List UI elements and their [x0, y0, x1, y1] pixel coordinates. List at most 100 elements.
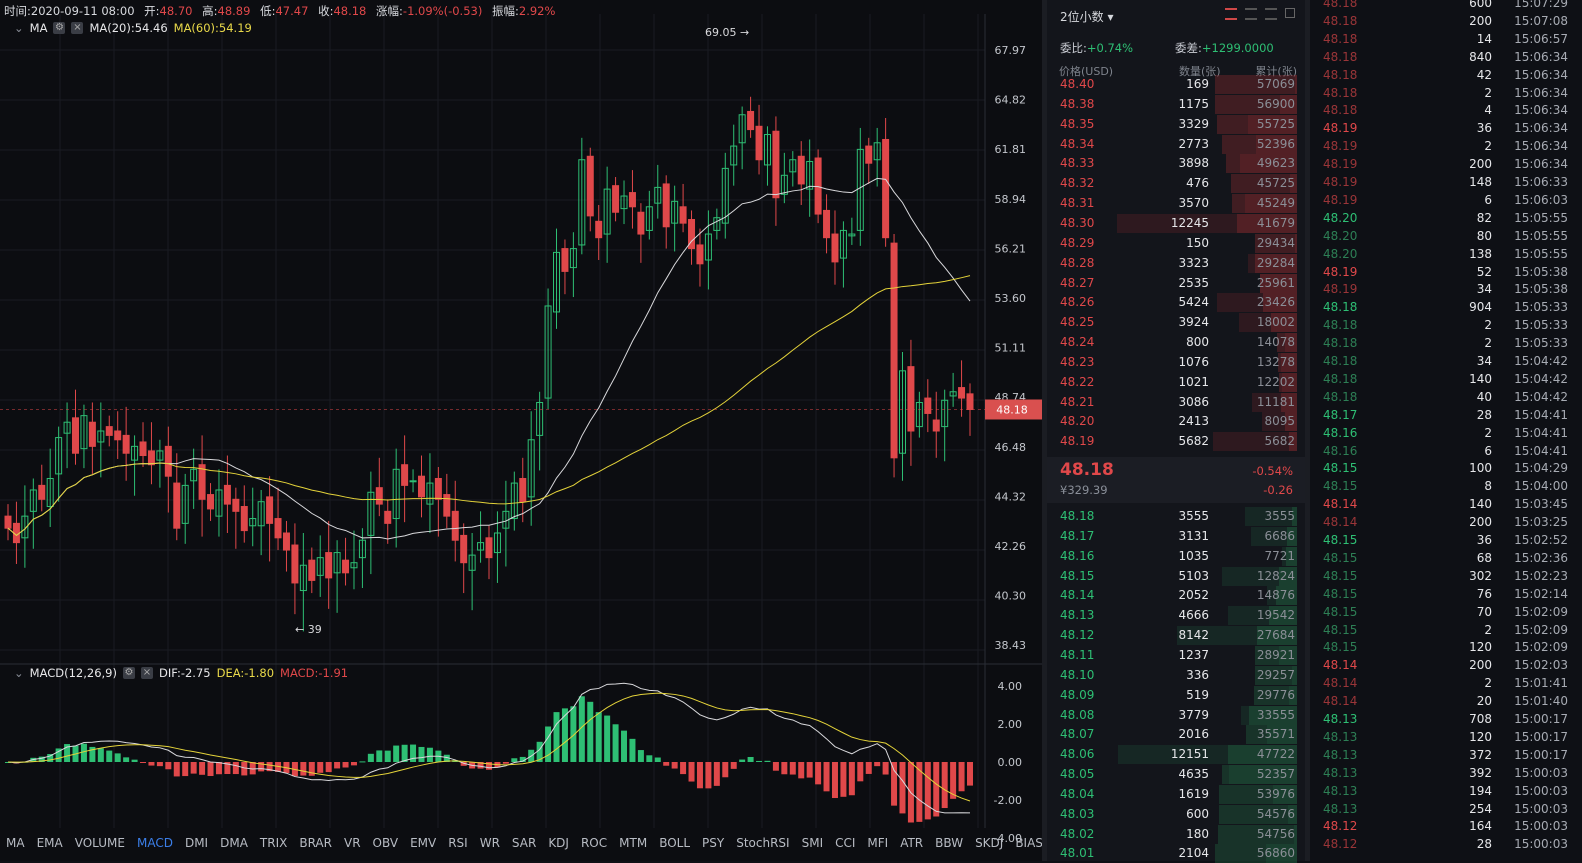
depth-bar	[1279, 372, 1297, 392]
asks-row[interactable]: 48.38 1175 56900	[1047, 94, 1305, 114]
bullish-candle	[426, 482, 434, 505]
asks-row[interactable]: 48.34 2773 52396	[1047, 134, 1305, 154]
asks-row[interactable]: 48.27 2535 25961	[1047, 273, 1305, 293]
tab-emv[interactable]: EMV	[410, 836, 437, 850]
close-icon[interactable]: ×	[71, 22, 84, 34]
bids-row[interactable]: 48.01 2104 56860	[1047, 844, 1305, 863]
tab-bias[interactable]: BIAS	[1015, 836, 1043, 850]
asks-row[interactable]: 48.33 3898 49623	[1047, 154, 1305, 174]
bids-row[interactable]: 48.14 2052 14876	[1047, 586, 1305, 606]
qty-bar	[1266, 844, 1297, 863]
bids-row[interactable]: 48.02 180 54756	[1047, 824, 1305, 844]
chart-pane[interactable]: 67.97 64.82 61.81 58.94 56.21 53.60 51.11 48.74…	[0, 0, 1043, 861]
tab-ema[interactable]: EMA	[36, 836, 63, 850]
asks-row[interactable]: 48.19 5682 5682	[1047, 432, 1305, 452]
tab-dma[interactable]: DMA	[220, 836, 248, 850]
tab-mtm[interactable]: MTM	[619, 836, 648, 850]
trade-qty: 138	[1469, 246, 1492, 261]
asks-row[interactable]: 48.31 3570 45249	[1047, 194, 1305, 214]
bids-row[interactable]: 48.17 3131 6686	[1047, 526, 1305, 546]
asks-row[interactable]: 48.21 3086 11181	[1047, 392, 1305, 412]
settings-icon[interactable]: ⚙	[122, 667, 135, 679]
tab-mfi[interactable]: MFI	[867, 836, 889, 850]
pane-divider[interactable]	[1042, 0, 1047, 861]
bearish-candle	[139, 441, 147, 457]
bids-row[interactable]: 48.04 1619 53976	[1047, 784, 1305, 804]
tab-sar[interactable]: SAR	[511, 836, 537, 850]
bids-row[interactable]: 48.09 519 29776	[1047, 685, 1305, 705]
tab-kdj[interactable]: KDJ	[548, 836, 569, 850]
tab-rsi[interactable]: RSI	[448, 836, 468, 850]
bids-row[interactable]: 48.03 600 54576	[1047, 804, 1305, 824]
tab-boll[interactable]: BOLL	[659, 836, 691, 850]
both-sides-icon[interactable]	[1225, 8, 1237, 20]
trade-qty: 52	[1476, 264, 1492, 279]
tab-macd[interactable]: MACD	[136, 836, 173, 850]
tab-skdj[interactable]: SKDJ	[975, 836, 1004, 850]
tab-ma[interactable]: MA	[6, 836, 25, 850]
asks-row[interactable]: 48.29 150 29434	[1047, 233, 1305, 253]
asks-row[interactable]: 48.30 12245 41679	[1047, 213, 1305, 233]
bids-row[interactable]: 48.16 1035 7721	[1047, 546, 1305, 566]
bids-row[interactable]: 48.11 1237 28921	[1047, 645, 1305, 665]
qty-bar	[1281, 352, 1297, 372]
trade-time: 15:03:45	[1514, 497, 1568, 512]
tab-atr[interactable]: ATR	[900, 836, 924, 850]
pane-divider[interactable]	[1305, 0, 1310, 861]
candlestick-chart[interactable]: 67.9764.8261.8158.9456.2153.6051.1148.74…	[0, 0, 1042, 861]
collapse-icon[interactable]: ⌄	[14, 666, 24, 680]
macd-positive-bar	[418, 746, 425, 762]
macd-positive-bar	[97, 748, 104, 762]
tab-trix[interactable]: TRIX	[259, 836, 288, 850]
dif-value: DIF:-2.75	[158, 666, 211, 680]
precision-select[interactable]: 2位小数 ▾	[1060, 8, 1114, 25]
bids-row[interactable]: 48.06 12151 47722	[1047, 745, 1305, 765]
bids-row[interactable]: 48.13 4666 19542	[1047, 606, 1305, 626]
asks-row[interactable]: 48.23 1076 13278	[1047, 352, 1305, 372]
layout-toggles	[1225, 8, 1295, 20]
macd-negative-bar	[486, 762, 492, 770]
macd-negative-bar	[688, 762, 695, 782]
bids-row[interactable]: 48.10 336 29257	[1047, 665, 1305, 685]
asks-row[interactable]: 48.22 1021 12202	[1047, 372, 1305, 392]
tab-bbw[interactable]: BBW	[935, 836, 964, 850]
tab-wr[interactable]: WR	[479, 836, 500, 850]
close-icon[interactable]: ×	[140, 667, 153, 679]
bids-row[interactable]: 48.08 3779 33555	[1047, 705, 1305, 725]
asks-row[interactable]: 48.35 3329 55725	[1047, 114, 1305, 134]
tab-vr[interactable]: VR	[343, 836, 361, 850]
bids-only-icon[interactable]	[1245, 8, 1257, 20]
tab-smi[interactable]: SMI	[801, 836, 824, 850]
tab-brar[interactable]: BRAR	[299, 836, 332, 850]
macd-negative-bar	[275, 762, 282, 772]
settings-icon[interactable]: ⚙	[53, 22, 66, 34]
bullish-candle	[215, 489, 223, 517]
asks-row[interactable]: 48.26 5424 23426	[1047, 293, 1305, 313]
expand-icon[interactable]	[1285, 8, 1295, 18]
asks-row[interactable]: 48.40 169 57069	[1047, 75, 1305, 94]
tab-psy[interactable]: PSY	[702, 836, 725, 850]
tab-volume[interactable]: VOLUME	[74, 836, 125, 850]
bids-row[interactable]: 48.07 2016 35571	[1047, 725, 1305, 745]
tab-stochrsi[interactable]: StochRSI	[736, 836, 790, 850]
asks-row[interactable]: 48.32 476 45725	[1047, 174, 1305, 194]
tab-roc[interactable]: ROC	[580, 836, 608, 850]
asks-row[interactable]: 48.25 3924 18002	[1047, 313, 1305, 333]
bids-row[interactable]: 48.15 5103 12824	[1047, 566, 1305, 586]
asks-only-icon[interactable]	[1265, 8, 1277, 20]
low-marker: ← 39	[295, 623, 322, 636]
asks-row[interactable]: 48.20 2413 8095	[1047, 412, 1305, 432]
tab-cci[interactable]: CCI	[835, 836, 856, 850]
tab-obv[interactable]: OBV	[372, 836, 399, 850]
bids-row[interactable]: 48.05 4635 52357	[1047, 765, 1305, 785]
tab-dmi[interactable]: DMI	[184, 836, 209, 850]
asks-row[interactable]: 48.24 800 14078	[1047, 333, 1305, 353]
bids-row[interactable]: 48.12 8142 27684	[1047, 626, 1305, 646]
collapse-icon[interactable]: ⌄	[14, 21, 24, 35]
depth-bar	[1289, 432, 1297, 452]
cumulative: 33555	[1256, 707, 1295, 722]
bearish-candle	[637, 211, 645, 235]
bids-row[interactable]: 48.18 3555 3555	[1047, 507, 1305, 526]
asks-row[interactable]: 48.28 3323 29284	[1047, 253, 1305, 273]
depth-bar	[1287, 526, 1297, 546]
